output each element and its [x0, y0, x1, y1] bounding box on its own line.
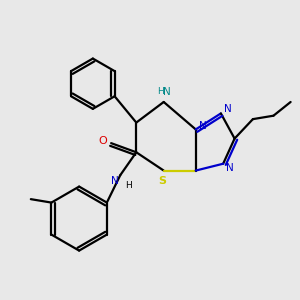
- Text: N: N: [199, 121, 206, 131]
- Text: H: H: [125, 181, 132, 190]
- Text: O: O: [99, 136, 107, 146]
- Text: N: N: [111, 176, 119, 186]
- Text: S: S: [159, 176, 167, 186]
- Text: N: N: [163, 87, 171, 97]
- Text: N: N: [226, 163, 234, 173]
- Text: H: H: [157, 87, 164, 96]
- Text: N: N: [224, 104, 232, 114]
